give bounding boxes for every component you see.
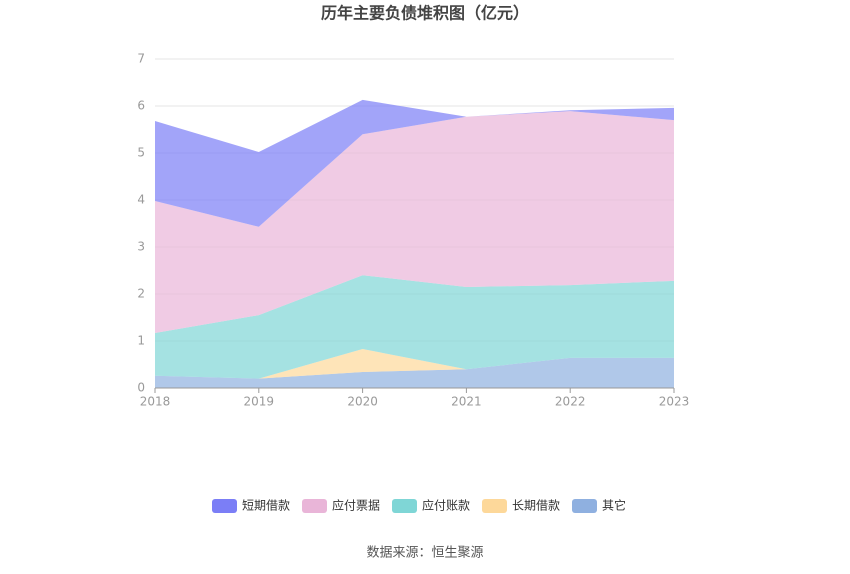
x-tick-label: 2018 (140, 395, 171, 409)
legend-label: 应付账款 (422, 498, 470, 513)
x-tick-label: 2022 (555, 395, 586, 409)
area (155, 348, 674, 379)
x-tick-label: 2021 (451, 395, 482, 409)
legend-swatch (302, 499, 327, 513)
legend-label: 短期借款 (242, 499, 290, 513)
legend-label: 其它 (602, 498, 626, 513)
legend-swatch (392, 499, 417, 513)
x-tick-label: 2019 (244, 395, 275, 409)
x-tick-label: 2020 (347, 395, 378, 409)
legend-label: 应付票据 (332, 498, 380, 513)
y-tick-label: 2 (137, 287, 145, 301)
y-tick-label: 6 (137, 99, 145, 113)
y-tick-label: 4 (137, 193, 145, 207)
y-tick-label: 1 (137, 334, 145, 348)
y-tick-label: 5 (137, 146, 145, 160)
source-note: 数据来源：恒生聚源 (366, 546, 483, 561)
legend-swatch (482, 499, 507, 513)
y-tick-label: 7 (137, 52, 145, 66)
area (155, 99, 674, 227)
x-tick-label: 2023 (659, 395, 690, 409)
area (155, 275, 674, 379)
y-tick-label: 3 (137, 240, 145, 254)
legend-swatch (212, 499, 237, 513)
chart-title: 历年主要负债堆积图（亿元） (321, 4, 529, 23)
legend-label: 长期借款 (512, 499, 560, 513)
area (155, 357, 674, 388)
area (155, 111, 674, 334)
y-tick-label: 0 (137, 381, 145, 395)
legend-swatch (572, 499, 597, 513)
